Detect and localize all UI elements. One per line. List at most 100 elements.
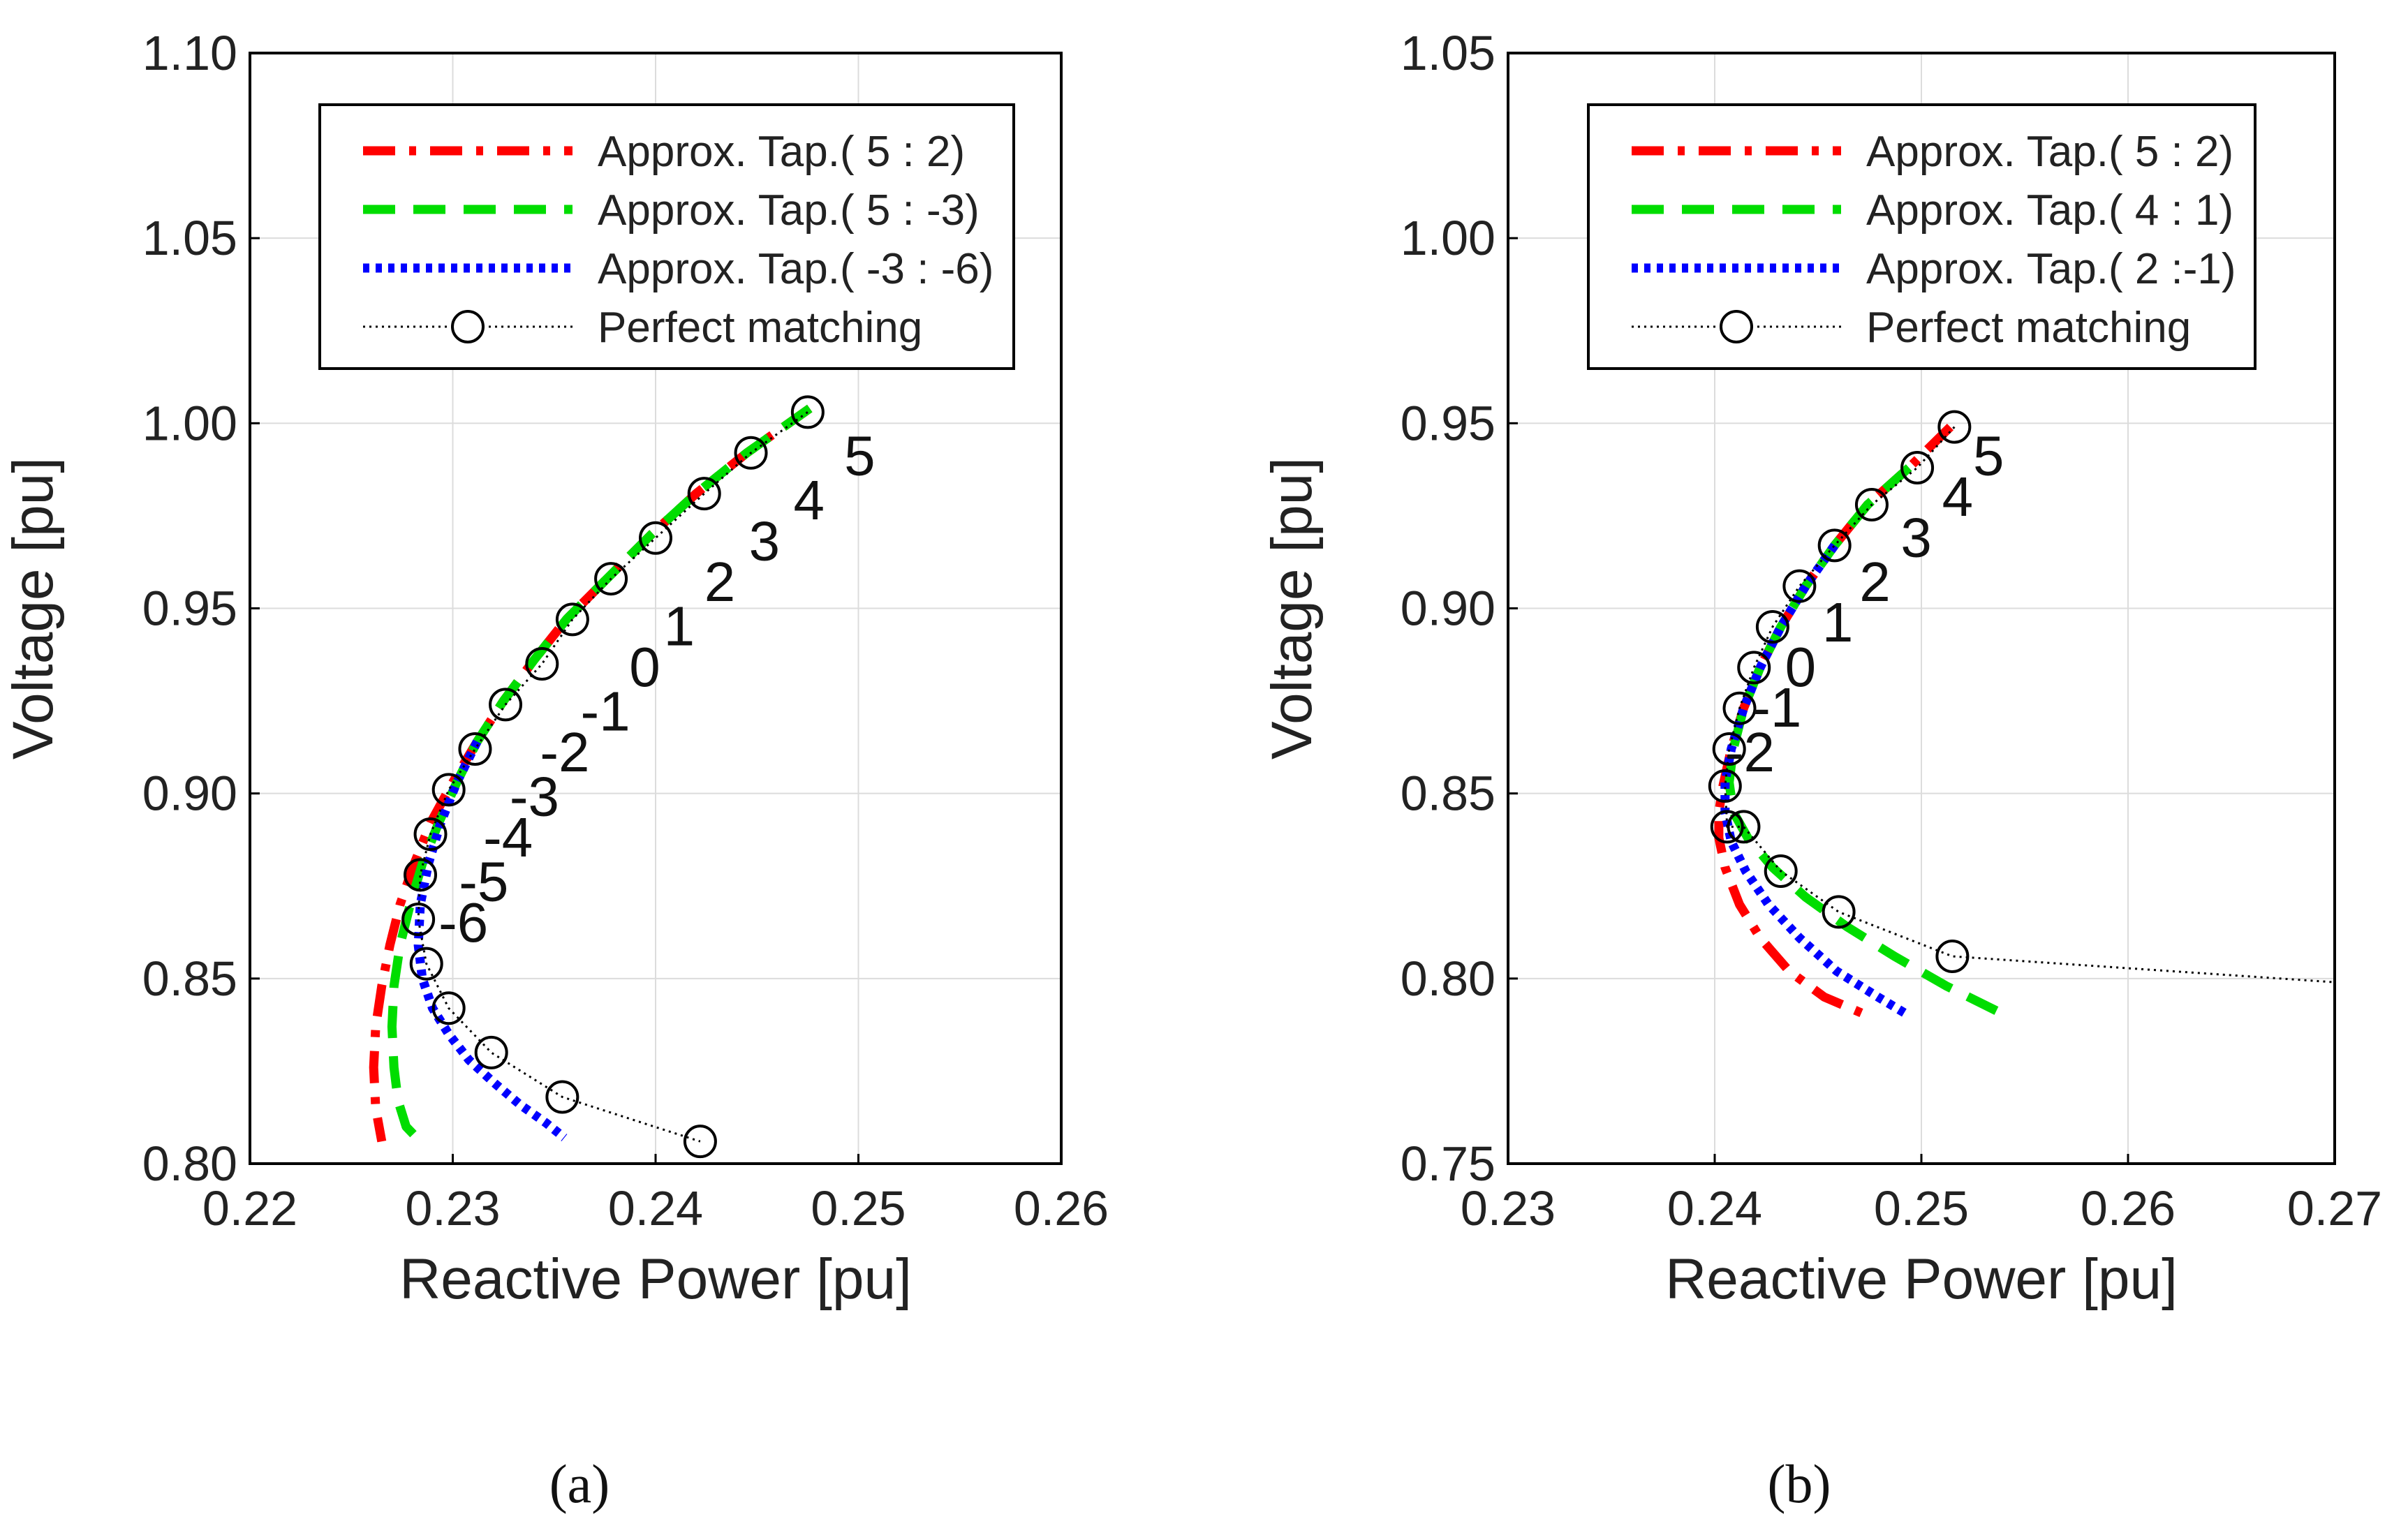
series-line-1 [369,404,813,1143]
tap-annotation: 3 [1900,506,1932,568]
legend-label: Perfect matching [598,304,922,352]
y-tick-label: 0.80 [142,1136,237,1191]
series-marker [474,1035,508,1069]
y-tick-label: 0.75 [1401,1136,1495,1191]
tap-annotation: 5 [1973,425,2004,487]
tap-annotation: 0 [629,636,660,698]
y-axis-label: Voltage [pu] [1260,457,1324,759]
tap-annotation: 2 [704,551,736,613]
series-marker [458,732,492,766]
legend-marker [451,310,485,343]
y-tick-label: 0.90 [1401,581,1495,636]
legend-label: Approx. Tap.( 5 : 2) [1866,128,2233,176]
series-marker [1727,810,1761,844]
tap-annotation: -4 [483,806,533,868]
y-tick-label: 1.05 [1401,26,1495,80]
y-tick-label: 0.95 [142,581,237,636]
tap-annotation: -5 [459,850,508,912]
tap-annotation: 1 [1822,591,1854,653]
y-tick-label: 1.00 [1401,211,1495,265]
series-marker [1712,732,1746,766]
series-line-3 [413,739,568,1141]
series-marker [734,436,768,470]
x-tick-label: 0.22 [202,1181,297,1236]
series-marker [1755,610,1789,644]
panel-caption: (a) [549,1453,610,1514]
series-marker [1737,651,1771,685]
tap-annotation: 3 [749,510,781,572]
tap-annotation: 1 [664,595,695,658]
series-marker [594,562,628,596]
y-tick-label: 1.10 [142,26,237,80]
plot-area [1714,423,2335,1020]
x-tick-label: 0.25 [811,1181,906,1236]
series-marker [431,991,466,1025]
tap-annotation: 2 [1859,551,1891,613]
x-tick-label: 0.23 [405,1181,500,1236]
series-marker [1817,528,1852,563]
y-tick-label: 1.05 [142,211,237,265]
series-marker [413,817,448,852]
series-marker [1722,691,1757,725]
y-axis-label: Voltage [pu] [1,457,65,759]
legend-marker [1720,310,1753,343]
tap-annotation: -1 [581,681,630,743]
series-marker [1782,569,1817,603]
series-marker [683,1125,717,1159]
tap-annotation: -6 [438,891,488,954]
legend-label: Approx. Tap.( -3 : -6) [598,245,994,293]
x-tick-label: 0.26 [2081,1181,2176,1236]
series-marker [545,1080,579,1114]
series-marker [525,647,559,681]
series-marker [489,688,523,722]
series-line-2 [387,404,813,1145]
y-tick-label: 0.85 [142,951,237,1006]
tap-annotation: 4 [794,469,825,531]
chart-panel-a: 0.22 0.23 0.24 0.25 0.26 0.80 0.85 0.90 0.95 1.00… [1,26,1109,1514]
x-tick-label: 0.26 [1014,1181,1109,1236]
legend-label: Approx. Tap.( 4 : 1) [1866,186,2233,235]
series-marker [1935,940,1970,974]
series-marker [404,858,438,892]
plot-area [369,404,813,1145]
x-tick-label: 0.27 [2287,1181,2382,1236]
series-marker [401,902,436,936]
series-marker [1708,769,1742,803]
x-axis-label: Reactive Power [pu] [399,1247,912,1311]
legend: Approx. Tap.( 5 : 2) Approx. Tap.( 4 : 1)… [1587,103,2256,370]
legend-label: Approx. Tap.( 5 : -3) [598,186,980,235]
tap-annotation: -3 [510,765,559,827]
y-tick-label: 0.85 [1401,766,1495,821]
tap-annotation: -2 [540,721,589,783]
tap-annotation: -2 [1725,721,1775,783]
series-marker [1937,410,1972,444]
legend-label: Approx. Tap.( 2 :-1) [1866,245,2236,293]
x-tick-label: 0.24 [608,1181,703,1236]
tap-annotation: 0 [1785,636,1817,698]
y-tick-label: 0.80 [1401,951,1495,1006]
x-tick-label: 0.24 [1667,1181,1762,1236]
y-tick-label: 0.95 [1401,396,1495,450]
tap-annotation: 4 [1942,466,1974,528]
series-marker [409,947,443,981]
legend-label: Perfect matching [1866,304,2191,352]
tap-annotation: -1 [1752,676,1801,739]
series-marker [1764,854,1798,889]
series-marker [1822,895,1856,929]
series-marker [1710,810,1744,844]
tap-annotation: 5 [844,425,876,487]
y-tick-label: 1.00 [142,396,237,450]
series-line-4 [1724,426,2335,984]
chart-panel-b: 0.23 0.24 0.25 0.26 0.27 0.75 0.80 0.85 0.90 0.95… [1260,26,2382,1514]
series-marker [555,602,589,637]
series-line-2 [1724,464,2009,1020]
series-marker [431,773,466,807]
x-tick-label: 0.23 [1461,1181,1556,1236]
series-marker [639,521,672,555]
legend: Approx. Tap.( 5 : 2) Approx. Tap.( 5 : -3… [318,103,1015,370]
series-marker [1900,450,1935,484]
y-tick-label: 0.90 [142,766,237,821]
series-marker [1854,488,1889,522]
x-axis-label: Reactive Power [pu] [1665,1247,2178,1311]
